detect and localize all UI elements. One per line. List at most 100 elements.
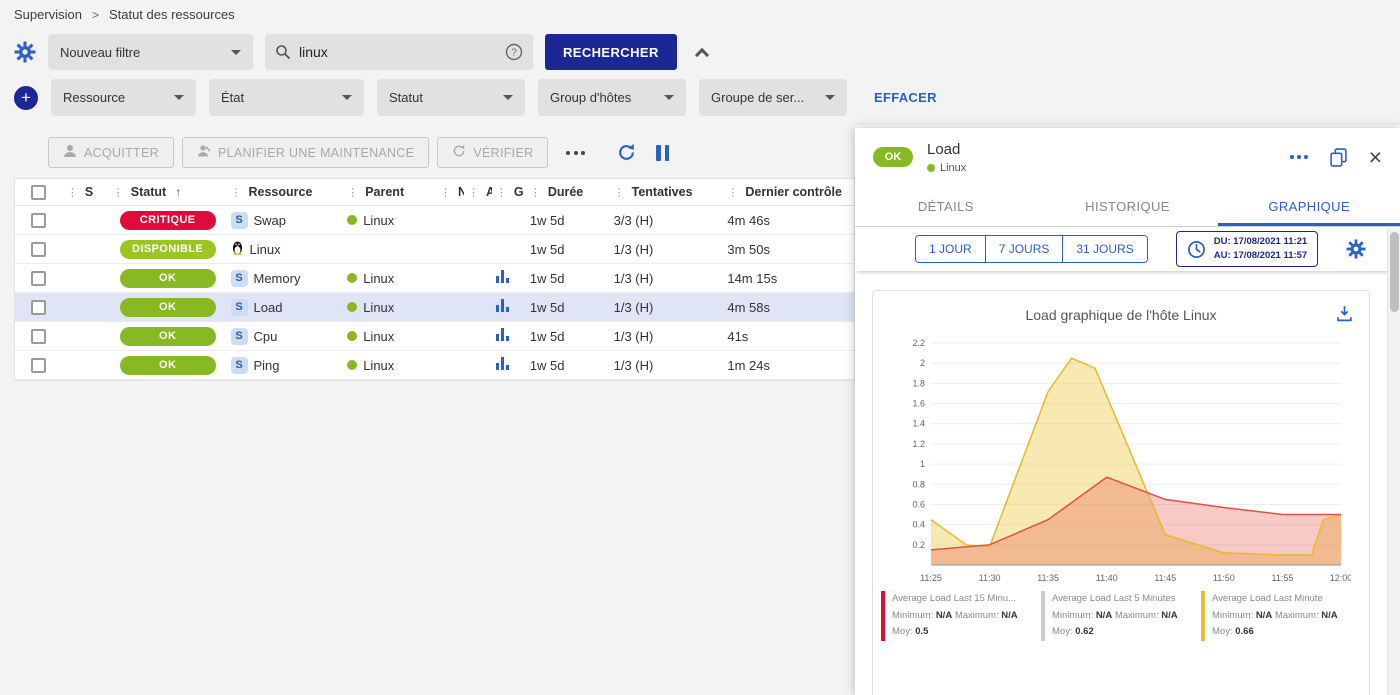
criteria-status-select[interactable]: Statut: [377, 79, 525, 116]
header-severity[interactable]: ⋮S: [63, 185, 109, 199]
kebab-icon: ⋮: [614, 186, 625, 199]
row-checkbox[interactable]: [31, 242, 46, 257]
criteria-label: Group d'hôtes: [550, 90, 631, 105]
svg-text:0.8: 0.8: [912, 479, 925, 489]
tries-cell: 1/3 (H): [610, 358, 724, 373]
select-all-checkbox[interactable]: [31, 185, 46, 200]
criteria-label: Ressource: [63, 90, 125, 105]
more-actions-icon[interactable]: [556, 137, 595, 168]
graph-icon[interactable]: [496, 299, 510, 315]
resource-name: Cpu: [254, 329, 278, 344]
graph-icon[interactable]: [496, 357, 510, 373]
legend-item[interactable]: Average Load Last 5 Minutes Minimum: N/A…: [1041, 591, 1191, 641]
graph-icon[interactable]: [496, 328, 510, 344]
set-downtime-button[interactable]: PLANIFIER UNE MAINTENANCE: [182, 137, 429, 168]
range-31-days-button[interactable]: 31 JOURS: [1062, 236, 1146, 262]
criteria-servicegroup-select[interactable]: Groupe de ser...: [699, 79, 847, 116]
search-button[interactable]: RECHERCHER: [545, 34, 677, 70]
header-graph[interactable]: ⋮G: [492, 185, 526, 199]
tries-cell: 1/3 (H): [610, 300, 724, 315]
tab-history[interactable]: HISTORIQUE: [1037, 186, 1219, 226]
header-duration[interactable]: ⋮Durée: [526, 185, 610, 199]
row-checkbox[interactable]: [31, 358, 46, 373]
svg-text:1: 1: [920, 459, 925, 469]
table-row-selected[interactable]: OK Load Linux 1w 5d 1/3 (H) 4m 58s: [15, 293, 854, 322]
scrollbar-thumb[interactable]: [1390, 232, 1399, 312]
table-row[interactable]: CRITIQUE Swap Linux 1w 5d 3/3 (H) 4m 46s: [15, 206, 854, 235]
search-box: ?: [265, 34, 533, 70]
acknowledge-button[interactable]: ACQUITTER: [48, 137, 174, 168]
criteria-resource-select[interactable]: Ressource: [51, 79, 196, 116]
header-status[interactable]: ⋮Statut↑: [109, 185, 227, 199]
row-checkbox[interactable]: [31, 271, 46, 286]
graph-card: Load graphique de l'hôte Linux 0.20.40.6…: [872, 290, 1370, 695]
breadcrumb-root[interactable]: Supervision: [14, 7, 82, 22]
table-row[interactable]: OK Cpu Linux 1w 5d 1/3 (H) 41s: [15, 322, 854, 351]
chevron-down-icon: [231, 50, 241, 55]
last-check-cell: 4m 58s: [723, 300, 854, 315]
legend-item[interactable]: Average Load Last Minute Minimum: N/A Ma…: [1201, 591, 1351, 641]
svg-text:0.4: 0.4: [912, 520, 925, 530]
pause-autorefresh-icon[interactable]: [656, 145, 669, 161]
settings-gear-icon[interactable]: [14, 41, 36, 63]
range-button-group: 1 JOUR 7 JOURS 31 JOURS: [915, 235, 1148, 263]
saved-filter-select[interactable]: Nouveau filtre: [48, 34, 253, 70]
header-notes[interactable]: ⋮N: [436, 185, 464, 199]
refresh-icon[interactable]: [617, 143, 636, 162]
graph-icon[interactable]: [496, 270, 510, 286]
actions-toolbar: ACQUITTER PLANIFIER UNE MAINTENANCE VÉRI…: [48, 137, 669, 168]
clock-icon: [1187, 240, 1206, 259]
table-row[interactable]: OK Ping Linux 1w 5d 1/3 (H) 1m 24s: [15, 351, 854, 380]
kebab-icon: ⋮: [231, 186, 242, 199]
tab-graph[interactable]: GRAPHIQUE: [1218, 186, 1400, 226]
resource-name: Linux: [250, 242, 281, 257]
legend-label: Average Load Last 15 Minu...: [892, 591, 1031, 608]
clear-filters-button[interactable]: EFFACER: [874, 90, 937, 105]
table-row[interactable]: DISPONIBLE Linux 1w 5d 1/3 (H) 3m 50s: [15, 235, 854, 264]
row-checkbox[interactable]: [31, 213, 46, 228]
graph-settings-gear-icon[interactable]: [1346, 239, 1366, 259]
range-1-day-button[interactable]: 1 JOUR: [916, 236, 985, 262]
resource-name: Swap: [254, 213, 287, 228]
svg-text:?: ?: [511, 48, 517, 59]
copy-link-icon[interactable]: [1330, 148, 1347, 167]
svg-text:12:00: 12:00: [1330, 573, 1351, 583]
close-panel-icon[interactable]: ×: [1369, 146, 1382, 169]
duration-cell: 1w 5d: [526, 300, 610, 315]
panel-more-actions-icon[interactable]: [1290, 155, 1308, 159]
period-to: AU: 17/08/2021 11:57: [1214, 249, 1307, 263]
svg-text:11:55: 11:55: [1271, 573, 1293, 583]
criteria-state-select[interactable]: État: [209, 79, 364, 116]
range-7-days-button[interactable]: 7 JOURS: [985, 236, 1063, 262]
last-check-cell: 3m 50s: [723, 242, 854, 257]
add-criteria-button[interactable]: +: [14, 86, 38, 110]
check-button[interactable]: VÉRIFIER: [437, 137, 548, 168]
parent-name: Linux: [363, 213, 394, 228]
row-checkbox[interactable]: [31, 329, 46, 344]
parent-name: Linux: [363, 271, 394, 286]
header-ack[interactable]: ⋮A: [464, 185, 492, 199]
header-parent[interactable]: ⋮Parent: [343, 185, 436, 199]
legend-item[interactable]: Average Load Last 15 Minu... Minimum: N/…: [881, 591, 1031, 641]
host-up-dot-icon: [347, 360, 357, 370]
svg-text:1.8: 1.8: [912, 378, 925, 388]
tab-details[interactable]: DÉTAILS: [855, 186, 1037, 226]
collapse-filters-chevron-icon[interactable]: [695, 47, 709, 61]
header-last-check[interactable]: ⋮Dernier contrôle: [723, 185, 854, 199]
panel-scrollbar[interactable]: [1387, 228, 1400, 695]
service-icon: [231, 212, 248, 229]
criteria-hostgroup-select[interactable]: Group d'hôtes: [538, 79, 686, 116]
header-tries[interactable]: ⋮Tentatives: [610, 185, 724, 199]
svg-text:11:50: 11:50: [1213, 573, 1235, 583]
search-input[interactable]: [299, 44, 497, 60]
custom-period-button[interactable]: DU: 17/08/2021 11:21 AU: 17/08/2021 11:5…: [1176, 231, 1318, 268]
breadcrumb-separator-icon: >: [92, 8, 99, 22]
export-download-icon[interactable]: [1336, 305, 1353, 327]
help-icon[interactable]: ?: [505, 43, 523, 61]
header-resource[interactable]: ⋮Ressource: [227, 185, 344, 199]
resource-name: Ping: [254, 358, 280, 373]
maintenance-worker-icon: [197, 144, 211, 161]
chevron-down-icon: [825, 95, 835, 100]
table-row[interactable]: OK Memory Linux 1w 5d 1/3 (H) 14m 15s: [15, 264, 854, 293]
row-checkbox[interactable]: [31, 300, 46, 315]
